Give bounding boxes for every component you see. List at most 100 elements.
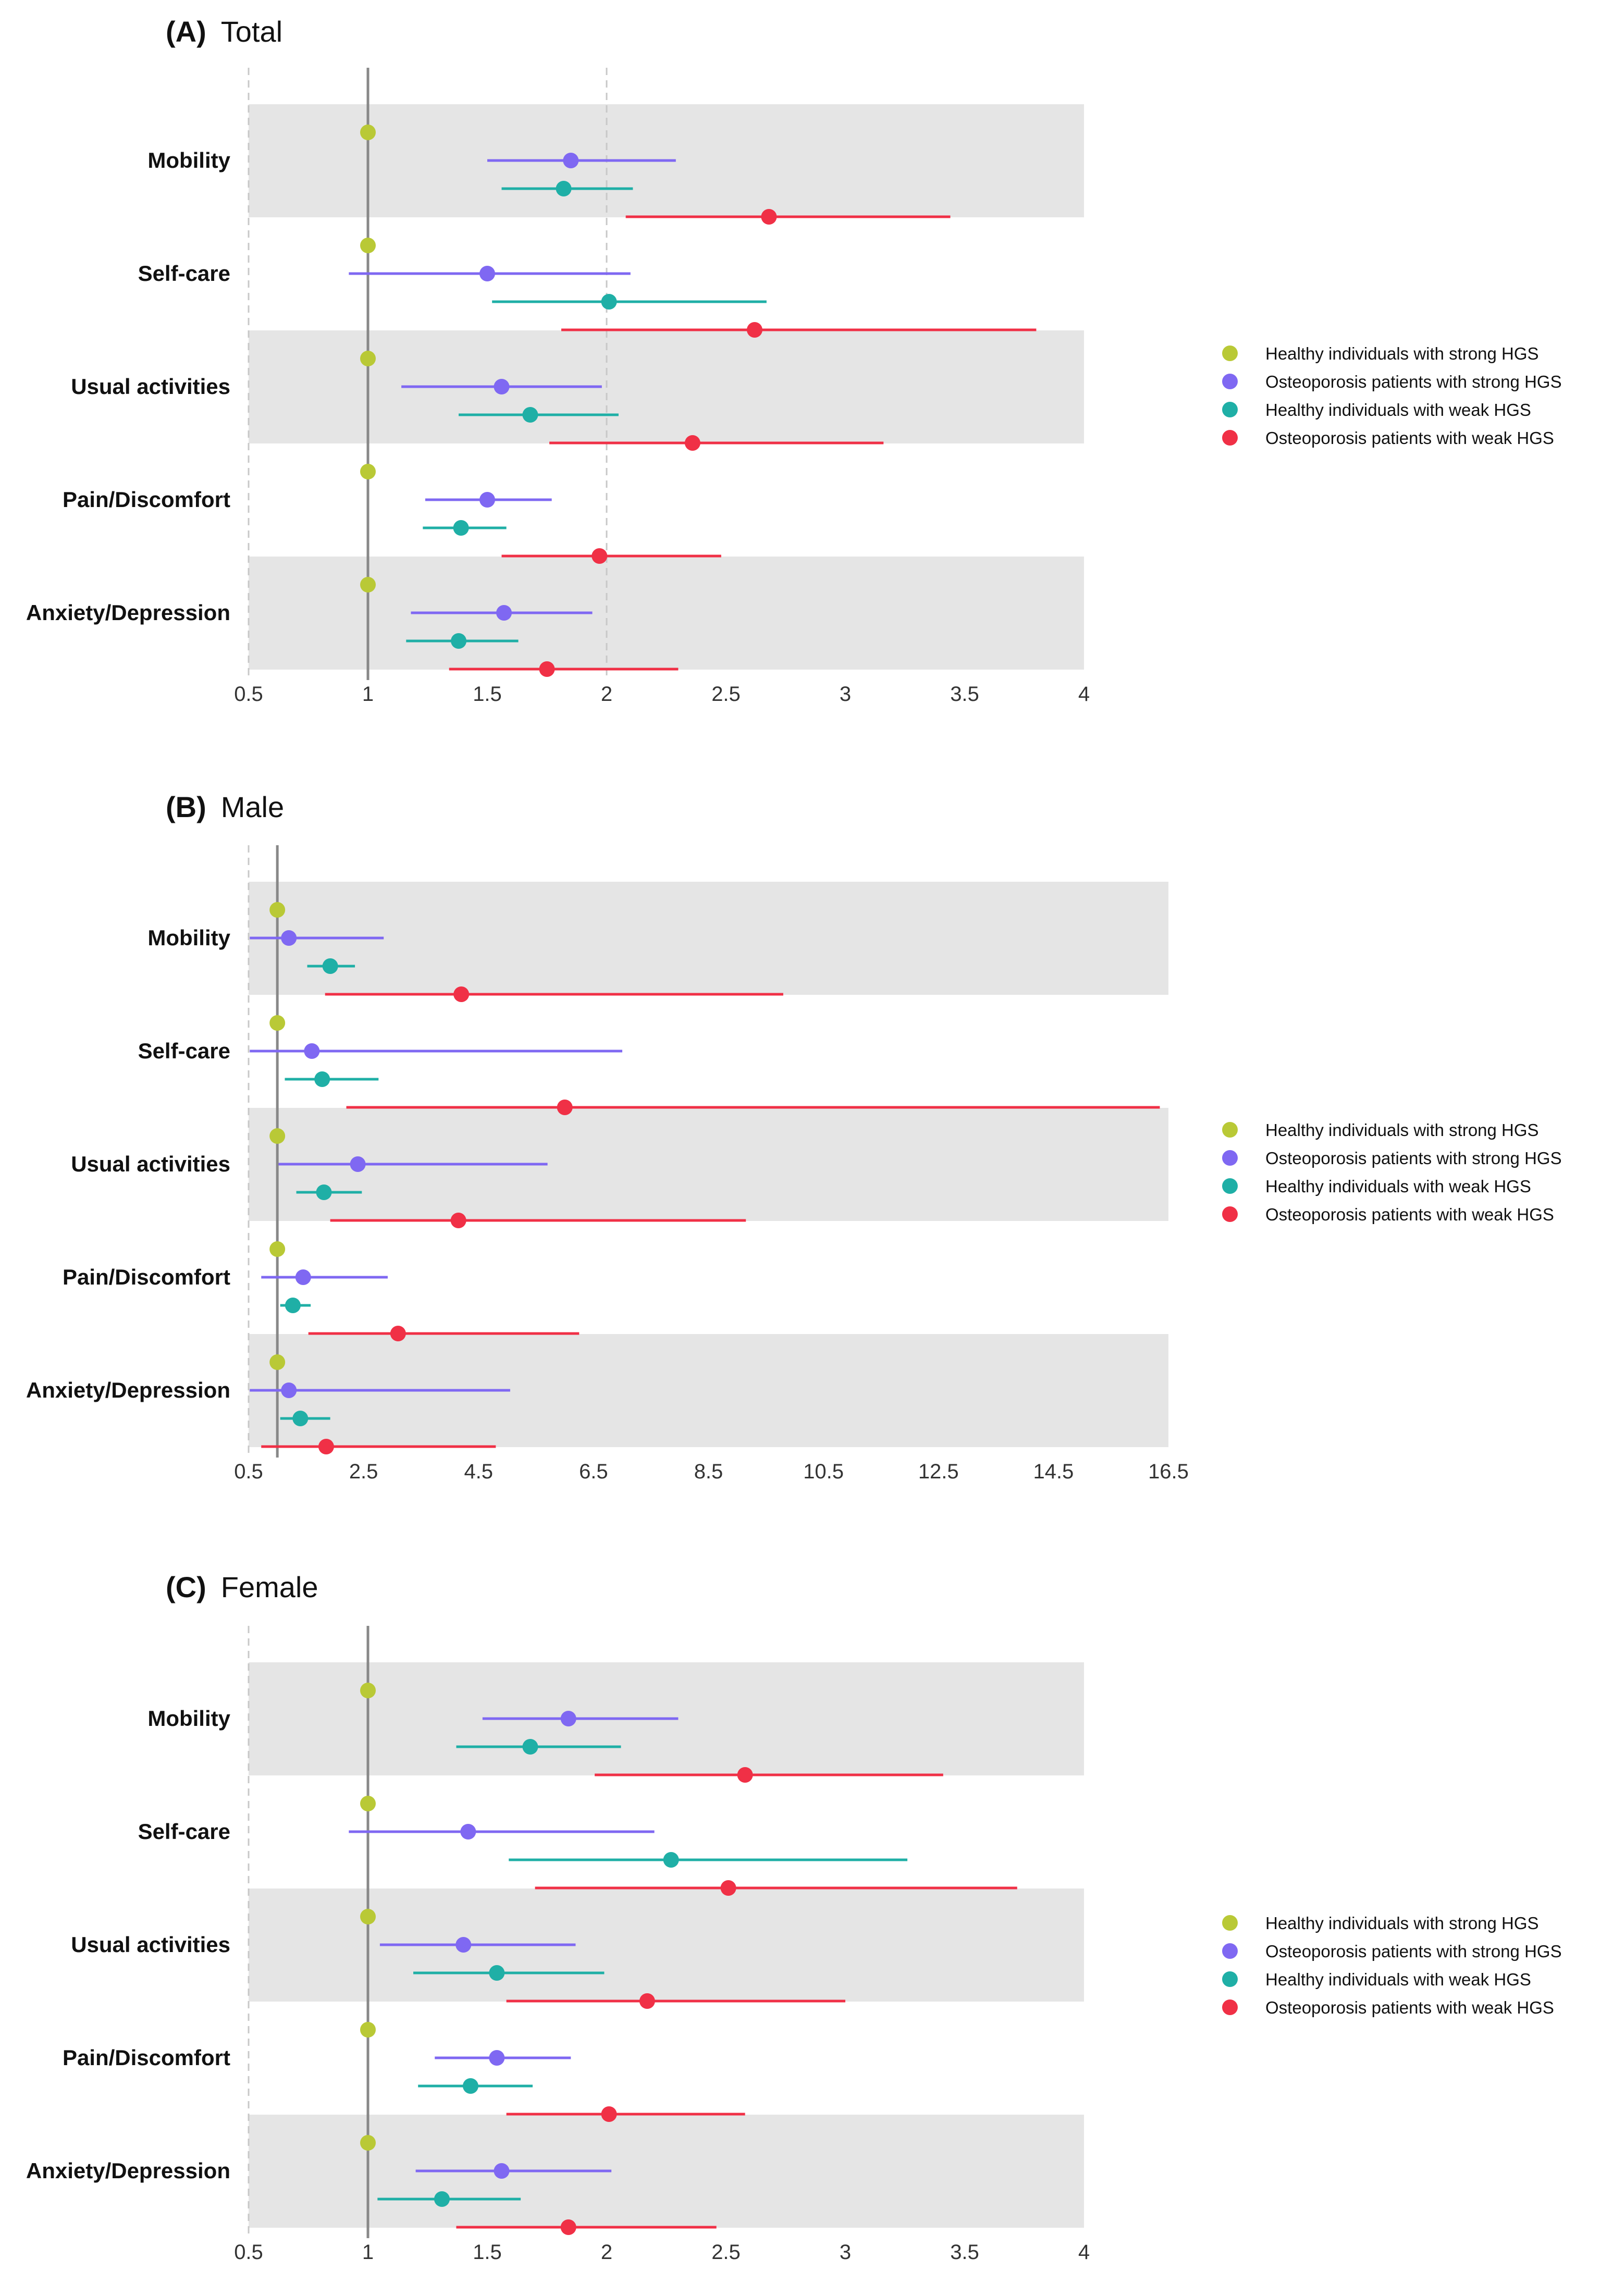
point-healthy-individuals-with-strong-hgs-usual-activities	[360, 1909, 376, 1924]
point-osteoporosis-patients-with-strong-hgs-usual-activities	[494, 379, 510, 394]
legend: Healthy individuals with strong HGS Osteo…	[1222, 1914, 1562, 2017]
point-osteoporosis-patients-with-weak-hgs-mobility	[737, 1767, 753, 1783]
legend-marker	[1222, 1206, 1238, 1222]
point-healthy-individuals-with-weak-hgs-anxiety-depression	[434, 2191, 450, 2207]
panel-letter: (A)	[166, 15, 206, 48]
legend-label: Osteoporosis patients with weak HGS	[1265, 428, 1554, 448]
category-label-anxiety-depression: Anxiety/Depression	[26, 600, 230, 625]
category-band	[249, 557, 1084, 670]
point-osteoporosis-patients-with-weak-hgs-self-care	[720, 1880, 736, 1896]
legend-label: Osteoporosis patients with weak HGS	[1265, 1205, 1554, 1224]
point-healthy-individuals-with-weak-hgs-usual-activities	[316, 1184, 332, 1200]
x-tick-label: 8.5	[694, 1460, 723, 1483]
point-osteoporosis-patients-with-strong-hgs-self-care	[304, 1043, 320, 1059]
x-tick-label: 10.5	[803, 1460, 844, 1483]
category-label-usual-activities: Usual activities	[71, 374, 230, 399]
category-label-self-care: Self-care	[138, 261, 230, 286]
point-healthy-individuals-with-strong-hgs-pain-discomfort	[269, 1241, 286, 1257]
point-osteoporosis-patients-with-strong-hgs-anxiety-depression	[496, 605, 512, 621]
point-osteoporosis-patients-with-strong-hgs-pain-discomfort	[489, 2050, 505, 2066]
point-osteoporosis-patients-with-strong-hgs-pain-discomfort	[295, 1269, 311, 1285]
point-healthy-individuals-with-weak-hgs-anxiety-depression	[292, 1411, 309, 1426]
legend-marker	[1222, 374, 1238, 389]
point-healthy-individuals-with-weak-hgs-pain-discomfort	[453, 520, 469, 536]
point-osteoporosis-patients-with-strong-hgs-usual-activities	[455, 1937, 472, 1953]
point-healthy-individuals-with-weak-hgs-mobility	[522, 1739, 538, 1755]
legend-marker	[1222, 1122, 1238, 1138]
x-tick-label: 1	[362, 683, 374, 706]
point-healthy-individuals-with-weak-hgs-self-care	[314, 1071, 330, 1087]
legend-marker	[1222, 1150, 1238, 1166]
legend-marker	[1222, 1178, 1238, 1194]
legend-label: Osteoporosis patients with weak HGS	[1265, 1998, 1554, 2017]
category-band	[249, 2115, 1084, 2228]
point-healthy-individuals-with-strong-hgs-mobility	[360, 1683, 376, 1698]
point-healthy-individuals-with-strong-hgs-usual-activities	[269, 1128, 286, 1144]
x-tick-label: 4.5	[464, 1460, 493, 1483]
legend-marker	[1222, 1971, 1238, 1987]
x-tick-label: 1	[362, 2241, 374, 2264]
category-label-mobility: Mobility	[147, 925, 230, 950]
panel-male: (B) Male Mobility Self-care Usual activities…	[26, 791, 1562, 1483]
point-osteoporosis-patients-with-strong-hgs-anxiety-depression	[494, 2163, 510, 2179]
panel-total: (A) Total Mobility Self-care Usual activitie…	[26, 15, 1562, 706]
legend-marker	[1222, 345, 1238, 361]
legend-label: Healthy individuals with strong HGS	[1265, 344, 1539, 363]
point-healthy-individuals-with-strong-hgs-anxiety-depression	[360, 577, 376, 592]
panel-title: (B) Male	[166, 791, 284, 823]
point-healthy-individuals-with-strong-hgs-anxiety-depression	[269, 1354, 286, 1370]
x-tick-label: 1.5	[473, 683, 502, 706]
point-osteoporosis-patients-with-strong-hgs-pain-discomfort	[479, 492, 495, 508]
x-tick-label: 0.5	[234, 2241, 263, 2264]
point-healthy-individuals-with-weak-hgs-mobility	[556, 181, 572, 196]
x-tick-label: 4	[1078, 2241, 1090, 2264]
panel-letter: (C)	[166, 1571, 206, 1603]
panel-title: (C) Female	[166, 1571, 318, 1603]
x-tick-label: 12.5	[918, 1460, 959, 1483]
category-label-pain-discomfort: Pain/Discomfort	[63, 487, 230, 512]
legend: Healthy individuals with strong HGS Osteo…	[1222, 1120, 1562, 1224]
point-osteoporosis-patients-with-strong-hgs-mobility	[560, 1711, 576, 1726]
point-osteoporosis-patients-with-weak-hgs-pain-discomfort	[592, 548, 608, 564]
category-band	[249, 1888, 1084, 2002]
category-label-usual-activities: Usual activities	[71, 1932, 230, 1957]
x-tick-label: 6.5	[579, 1460, 608, 1483]
x-tick-label: 3.5	[950, 683, 979, 706]
category-label-anxiety-depression: Anxiety/Depression	[26, 2158, 230, 2183]
point-osteoporosis-patients-with-strong-hgs-self-care	[479, 266, 495, 281]
point-osteoporosis-patients-with-weak-hgs-self-care	[557, 1100, 573, 1115]
x-tick-label: 2.5	[711, 683, 741, 706]
category-label-pain-discomfort: Pain/Discomfort	[63, 1265, 230, 1289]
point-healthy-individuals-with-weak-hgs-mobility	[322, 958, 338, 974]
legend-marker	[1222, 402, 1238, 417]
x-tick-label: 0.5	[234, 1460, 263, 1483]
panel-title-text: Total	[221, 15, 282, 48]
point-osteoporosis-patients-with-weak-hgs-mobility	[761, 209, 777, 225]
x-tick-label: 16.5	[1148, 1460, 1189, 1483]
point-healthy-individuals-with-weak-hgs-pain-discomfort	[285, 1298, 301, 1313]
category-label-usual-activities: Usual activities	[71, 1152, 230, 1176]
point-healthy-individuals-with-strong-hgs-self-care	[360, 1796, 376, 1811]
x-tick-label: 3	[840, 2241, 851, 2264]
point-healthy-individuals-with-strong-hgs-self-care	[360, 238, 376, 253]
point-osteoporosis-patients-with-weak-hgs-self-care	[746, 322, 762, 338]
point-healthy-individuals-with-weak-hgs-pain-discomfort	[462, 2078, 478, 2094]
legend-marker	[1222, 430, 1238, 446]
category-label-mobility: Mobility	[147, 1706, 230, 1731]
legend-label: Healthy individuals with strong HGS	[1265, 1914, 1539, 1933]
legend-label: Healthy individuals with strong HGS	[1265, 1120, 1539, 1140]
category-label-pain-discomfort: Pain/Discomfort	[63, 2045, 230, 2070]
category-label-anxiety-depression: Anxiety/Depression	[26, 1378, 230, 1402]
x-tick-label: 14.5	[1033, 1460, 1074, 1483]
category-label-self-care: Self-care	[138, 1819, 230, 1844]
category-band	[249, 330, 1084, 443]
legend-label: Osteoporosis patients with strong HGS	[1265, 1942, 1562, 1961]
legend-marker	[1222, 1943, 1238, 1959]
point-healthy-individuals-with-strong-hgs-anxiety-depression	[360, 2135, 376, 2151]
legend-label: Osteoporosis patients with strong HGS	[1265, 1149, 1562, 1168]
x-tick-label: 1.5	[473, 2241, 502, 2264]
x-tick-label: 4	[1078, 683, 1090, 706]
legend-marker	[1222, 1915, 1238, 1931]
point-osteoporosis-patients-with-weak-hgs-usual-activities	[684, 435, 700, 451]
